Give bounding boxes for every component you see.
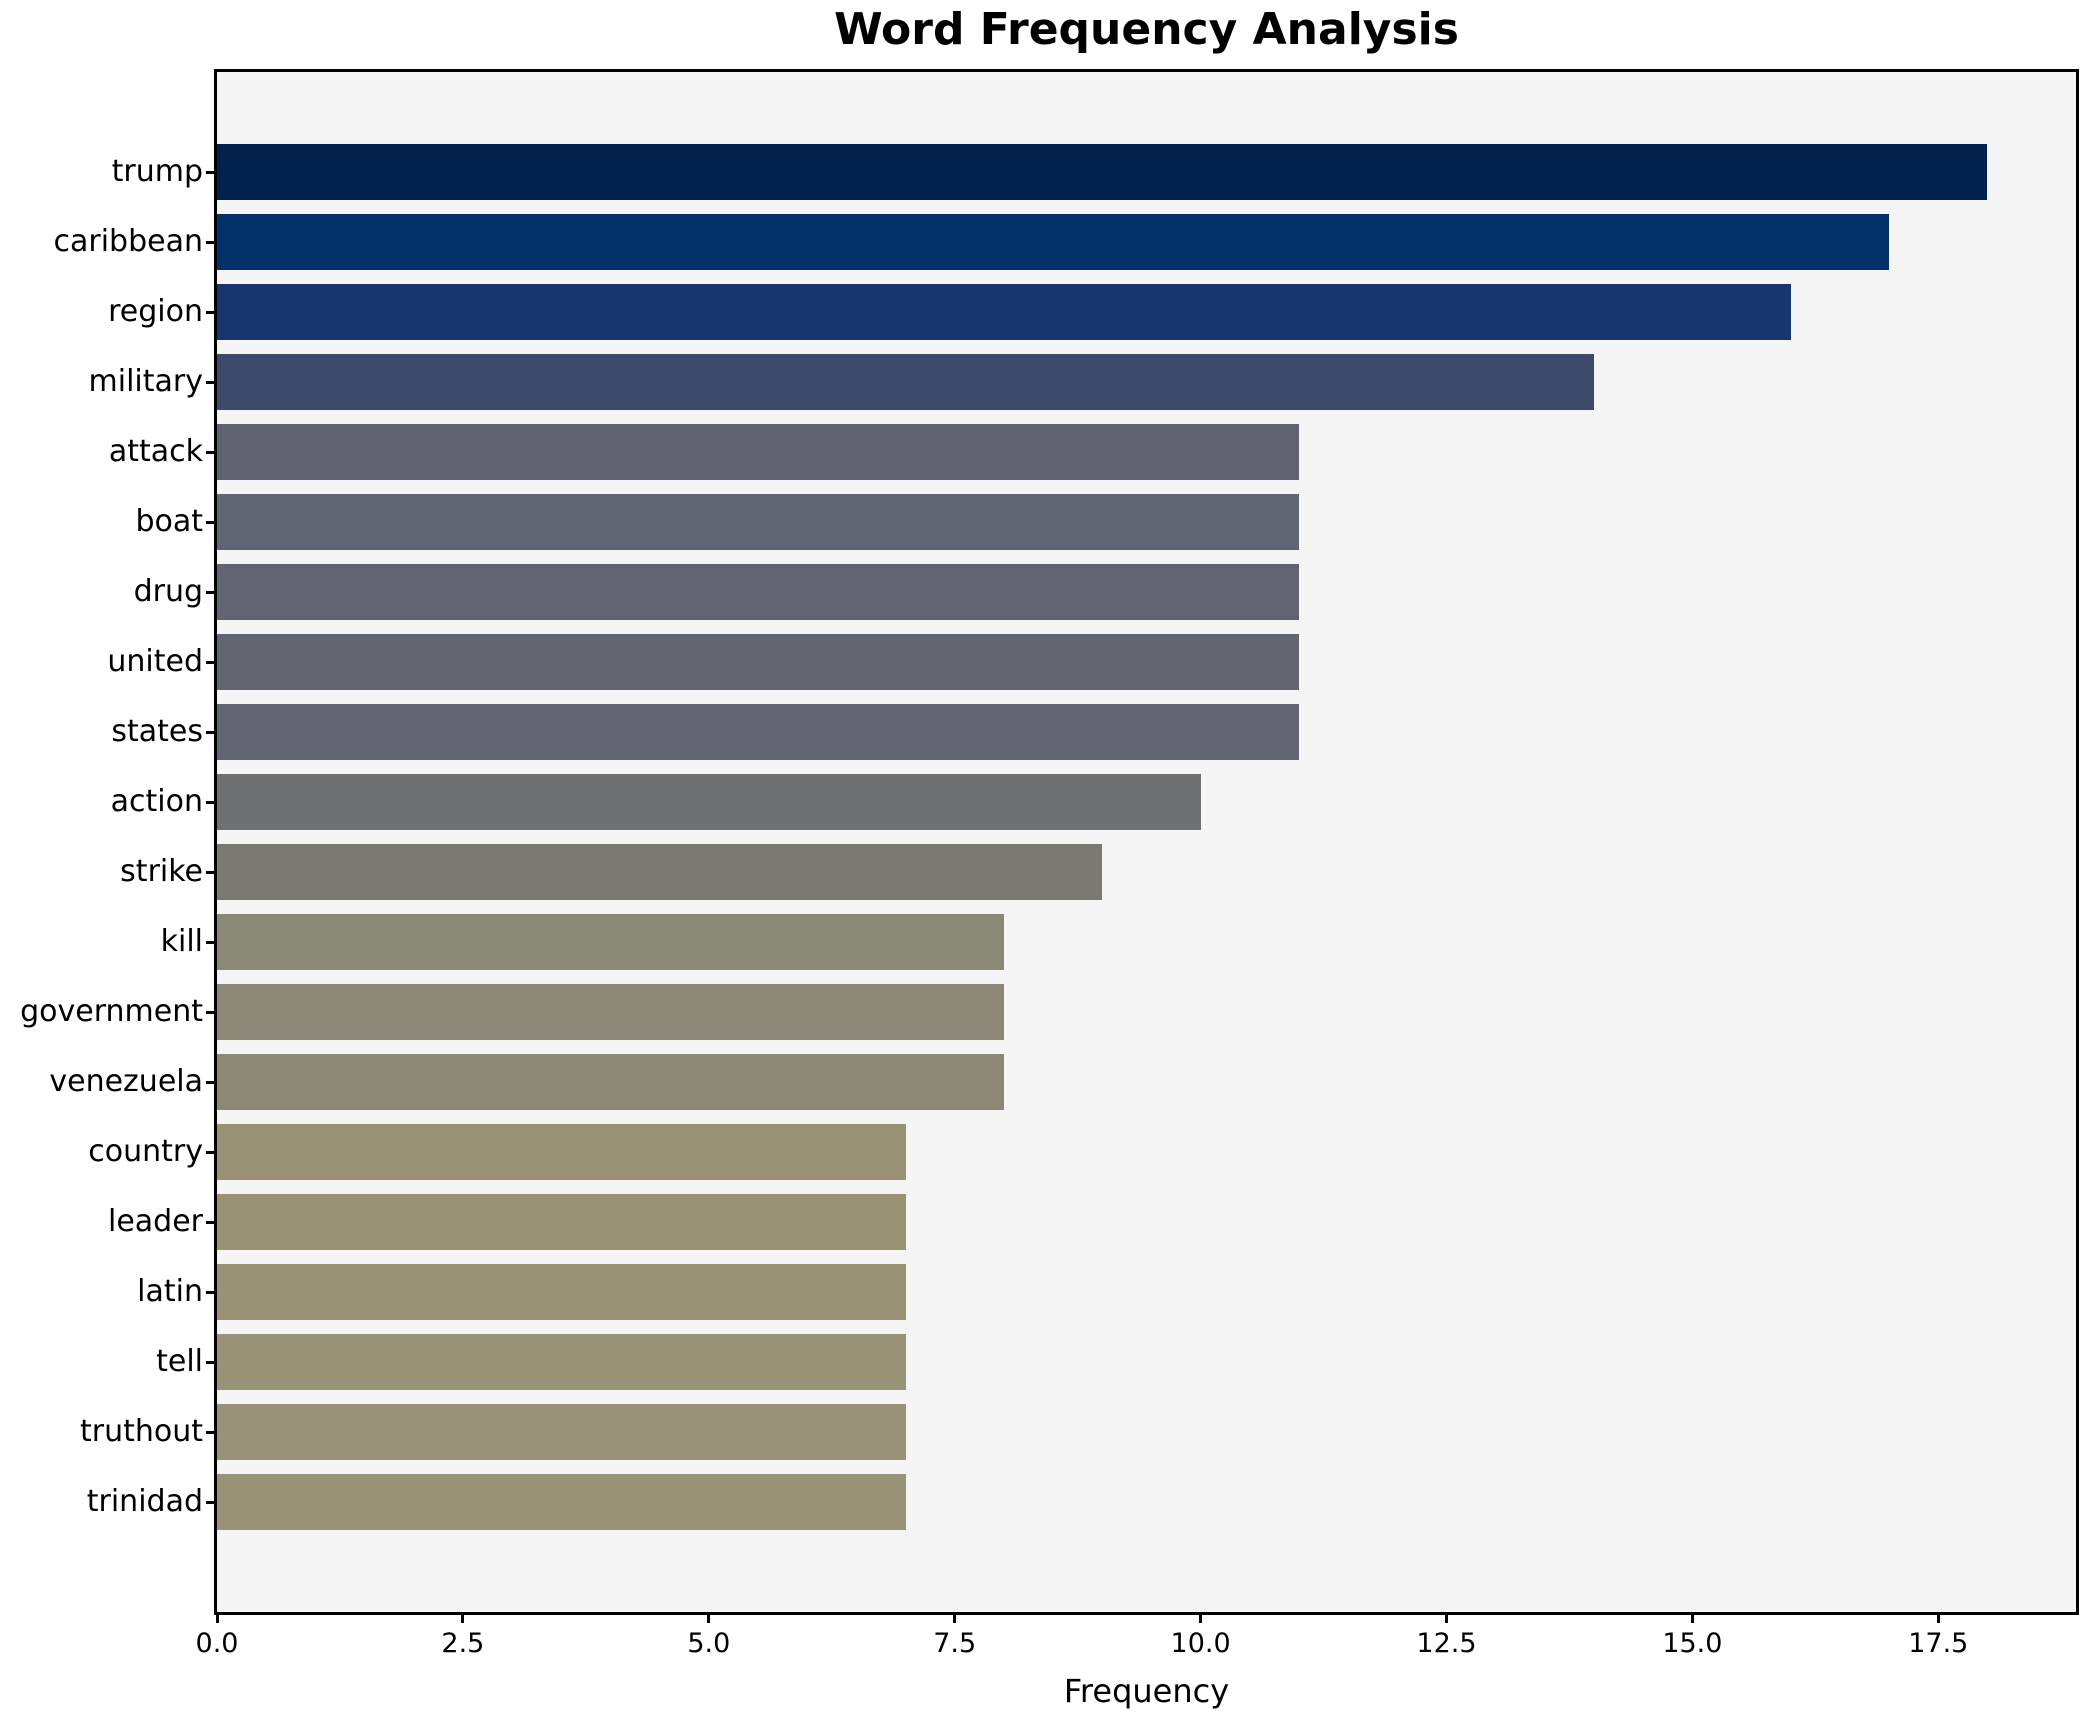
bar-caribbean <box>217 214 1889 270</box>
x-tick-mark <box>215 1612 219 1623</box>
bar-truthout <box>217 1404 906 1460</box>
x-tick-label-17.5: 17.5 <box>1908 1628 1969 1659</box>
y-tick-mark <box>206 660 217 664</box>
y-tick-label-boat: boat <box>135 504 203 539</box>
x-tick-mark <box>707 1612 711 1623</box>
y-tick-mark <box>206 1220 217 1224</box>
y-tick-label-venezuela: venezuela <box>49 1064 203 1099</box>
bar-military <box>217 354 1594 410</box>
x-tick-mark <box>1199 1612 1203 1623</box>
x-tick-label-0.0: 0.0 <box>195 1628 239 1659</box>
bar-states <box>217 704 1299 760</box>
bar-trinidad <box>217 1474 906 1530</box>
bar-attack <box>217 424 1299 480</box>
y-tick-label-tell: tell <box>156 1344 203 1379</box>
y-tick-mark <box>206 1360 217 1364</box>
x-tick-mark <box>1936 1612 1940 1623</box>
bar-trump <box>217 144 1987 200</box>
y-tick-label-kill: kill <box>160 924 203 959</box>
y-tick-mark <box>206 800 217 804</box>
y-tick-mark <box>206 1430 217 1434</box>
x-tick-label-12.5: 12.5 <box>1416 1628 1477 1659</box>
y-tick-label-states: states <box>111 714 203 749</box>
plot-area <box>214 69 2079 1615</box>
y-tick-mark <box>206 590 217 594</box>
y-tick-label-trump: trump <box>111 154 203 189</box>
y-tick-label-leader: leader <box>107 1204 203 1239</box>
y-tick-mark <box>206 520 217 524</box>
bar-kill <box>217 914 1004 970</box>
y-tick-label-attack: attack <box>108 434 203 469</box>
y-tick-mark <box>206 1010 217 1014</box>
bar-united <box>217 634 1299 690</box>
x-tick-mark <box>461 1612 465 1623</box>
chart-title: Word Frequency Analysis <box>834 4 1459 55</box>
y-tick-mark <box>206 1290 217 1294</box>
bar-tell <box>217 1334 906 1390</box>
y-tick-mark <box>206 380 217 384</box>
x-tick-label-10.0: 10.0 <box>1170 1628 1231 1659</box>
bar-country <box>217 1124 906 1180</box>
y-tick-mark <box>206 170 217 174</box>
y-tick-mark <box>206 1080 217 1084</box>
x-tick-label-2.5: 2.5 <box>441 1628 485 1659</box>
y-tick-label-region: region <box>108 294 203 329</box>
x-tick-mark <box>953 1612 957 1623</box>
y-tick-label-latin: latin <box>137 1274 203 1309</box>
y-tick-label-trinidad: trinidad <box>86 1484 203 1519</box>
y-tick-label-action: action <box>110 784 203 819</box>
y-tick-mark <box>206 730 217 734</box>
y-tick-label-drug: drug <box>133 574 203 609</box>
bar-region <box>217 284 1791 340</box>
bar-leader <box>217 1194 906 1250</box>
x-tick-mark <box>1690 1612 1694 1623</box>
bar-drug <box>217 564 1299 620</box>
x-tick-mark <box>1444 1612 1448 1623</box>
y-tick-mark <box>206 450 217 454</box>
bar-boat <box>217 494 1299 550</box>
x-tick-label-15.0: 15.0 <box>1662 1628 1723 1659</box>
x-axis-label: Frequency <box>1063 1672 1230 1710</box>
bar-venezuela <box>217 1054 1004 1110</box>
x-tick-label-7.5: 7.5 <box>933 1628 977 1659</box>
y-tick-label-caribbean: caribbean <box>53 224 204 259</box>
y-tick-label-strike: strike <box>120 854 203 889</box>
bar-latin <box>217 1264 906 1320</box>
x-tick-label-5.0: 5.0 <box>687 1628 731 1659</box>
y-tick-mark <box>206 310 217 314</box>
y-tick-mark <box>206 1150 217 1154</box>
y-tick-mark <box>206 940 217 944</box>
bar-action <box>217 774 1201 830</box>
y-tick-mark <box>206 240 217 244</box>
y-tick-label-united: united <box>107 644 203 679</box>
y-tick-label-government: government <box>20 994 203 1029</box>
y-tick-label-military: military <box>88 364 203 399</box>
y-tick-label-truthout: truthout <box>79 1414 203 1449</box>
bar-government <box>217 984 1004 1040</box>
bar-strike <box>217 844 1102 900</box>
y-tick-mark <box>206 1500 217 1504</box>
y-tick-label-country: country <box>88 1134 203 1169</box>
y-tick-mark <box>206 870 217 874</box>
